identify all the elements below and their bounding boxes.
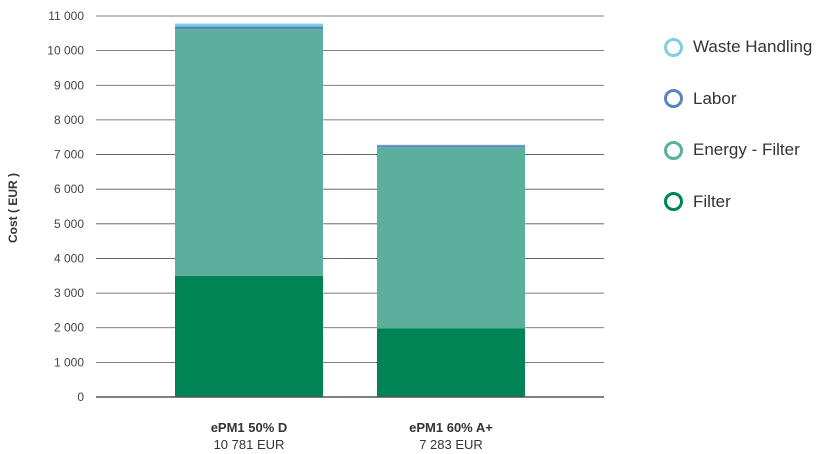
category-label: ePM1 50% D — [211, 420, 288, 435]
legend-label: Energy - Filter — [693, 140, 800, 159]
y-tick-label: 5 000 — [54, 217, 84, 231]
legend-item: Waste Handling — [664, 34, 812, 60]
bar-segment-waste-handling — [175, 23, 323, 27]
y-axis-ticks: 0 1 000 2 000 3 000 4 000 5 000 6 000 7 000 8 00… — [47, 9, 84, 404]
bar-segment-filter — [175, 275, 323, 397]
category-total-label: 7 283 EUR — [419, 437, 483, 452]
legend-label: Labor — [693, 88, 737, 108]
y-tick-label: 0 — [77, 390, 84, 404]
legend-item: Energy - Filter — [664, 137, 812, 163]
legend-item: Labor — [664, 86, 812, 112]
y-tick-label: 2 000 — [54, 321, 84, 335]
y-tick-label: 7 000 — [54, 148, 84, 162]
x-axis-labels: ePM1 50% D 10 781 EUR ePM1 60% A+ 7 283 EUR — [211, 420, 494, 452]
category-total-label: 10 781 EUR — [214, 437, 285, 452]
legend-item: Filter — [664, 189, 812, 215]
legend-circle-icon — [664, 140, 683, 160]
legend-circle-icon — [664, 37, 683, 57]
legend-circle-icon — [664, 89, 683, 108]
bar-segment-energy-filter — [377, 147, 525, 329]
bar-segment-labor — [377, 145, 525, 148]
bar-segment-labor — [175, 26, 323, 30]
legend-label: Waste Handling — [693, 37, 813, 56]
bar-segment-energy-filter — [175, 29, 323, 276]
gridlines — [96, 15, 604, 363]
legend: Waste Handling Labor Energy - Filter Filter — [664, 34, 812, 240]
category-label: ePM1 60% A+ — [409, 420, 493, 435]
legend-circle-icon — [664, 192, 683, 211]
y-tick-label: 6 000 — [54, 182, 84, 196]
y-tick-label: 8 000 — [54, 113, 84, 127]
legend-label: Filter — [693, 191, 731, 211]
y-axis-label: Cost ( EUR ) — [6, 173, 20, 243]
y-tick-label: 1 000 — [54, 355, 84, 369]
y-tick-label: 10 000 — [47, 44, 84, 58]
bars — [175, 23, 525, 397]
y-tick-label: 11 000 — [48, 9, 84, 23]
y-tick-label: 9 000 — [54, 78, 84, 92]
y-tick-label: 4 000 — [54, 251, 84, 265]
bar-segment-filter — [377, 328, 525, 397]
y-tick-label: 3 000 — [54, 286, 84, 300]
